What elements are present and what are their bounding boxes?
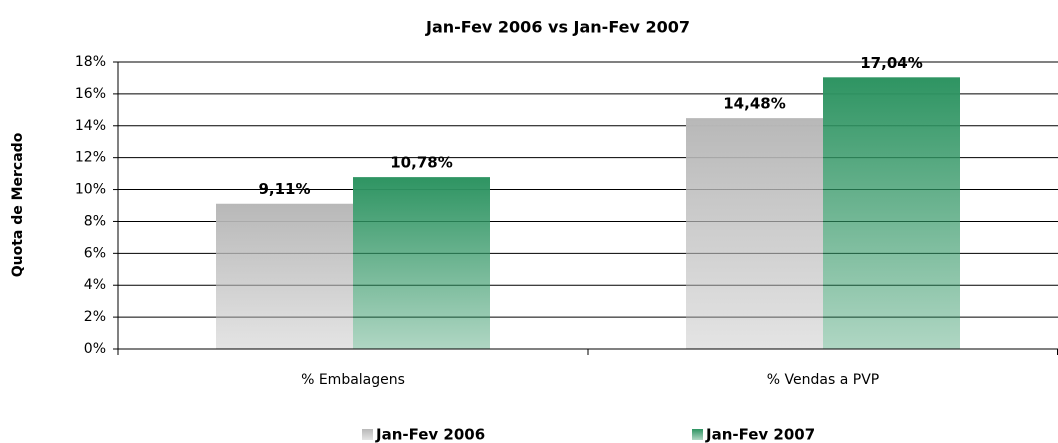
bar — [686, 118, 823, 349]
bar — [353, 177, 490, 349]
bar — [823, 77, 960, 349]
legend-label: Jan-Fev 2006 — [375, 426, 485, 443]
value-label: 10,78% — [390, 154, 452, 172]
y-tick-label: 12% — [75, 150, 106, 166]
x-tick-label: % Embalagens — [301, 372, 405, 388]
x-tick-label: % Vendas a PVP — [767, 372, 879, 388]
y-axis-label: Quota de Mercado — [10, 132, 26, 277]
y-tick-label: 6% — [84, 245, 106, 261]
chart-title: Jan-Fev 2006 vs Jan-Fev 2007 — [425, 18, 690, 37]
legend-swatch — [362, 429, 373, 440]
y-tick-label: 0% — [84, 341, 106, 357]
y-tick-label: 10% — [75, 182, 106, 198]
y-tick-label: 4% — [84, 277, 106, 293]
value-label: 17,04% — [860, 54, 922, 72]
legend-swatch — [692, 429, 703, 440]
y-tick-label: 14% — [75, 118, 106, 134]
y-tick-label: 18% — [75, 54, 106, 70]
y-tick-label: 16% — [75, 86, 106, 102]
bar — [216, 203, 353, 349]
value-label: 14,48% — [723, 95, 785, 113]
legend-label: Jan-Fev 2007 — [705, 426, 815, 443]
value-label: 9,11% — [258, 180, 310, 198]
y-tick-label: 2% — [84, 309, 106, 325]
y-tick-label: 8% — [84, 213, 106, 229]
